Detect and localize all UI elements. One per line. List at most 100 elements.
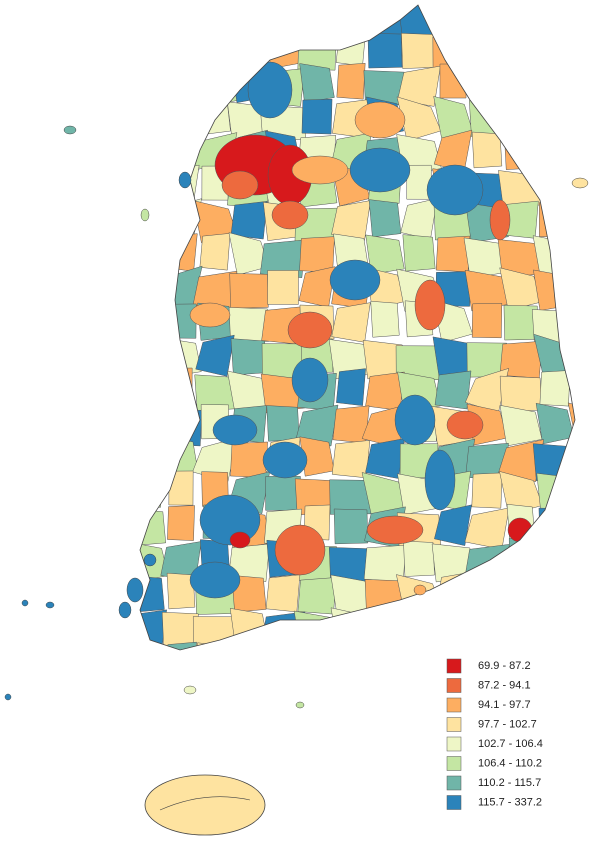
region [503, 571, 539, 613]
region [336, 62, 366, 100]
legend-label: 102.7 - 106.4 [478, 738, 543, 750]
region [140, 234, 170, 278]
region [466, 36, 508, 72]
region [159, 97, 203, 141]
region [499, 404, 543, 447]
region [537, 608, 573, 647]
islands [4, 125, 589, 709]
region [140, 508, 166, 546]
region [571, 62, 575, 103]
region [265, 574, 301, 613]
region [370, 300, 400, 338]
region [414, 279, 446, 331]
region [299, 63, 335, 103]
region [498, 28, 544, 74]
region [297, 577, 337, 615]
region [140, 99, 168, 140]
region [229, 273, 269, 309]
region [301, 98, 333, 135]
region [221, 170, 259, 200]
region [395, 574, 443, 618]
region [574, 435, 575, 474]
region [140, 172, 168, 208]
region [508, 538, 534, 574]
region [366, 515, 424, 545]
region [140, 199, 170, 244]
region [125, 651, 169, 685]
region [140, 575, 165, 613]
region [287, 311, 333, 349]
region [566, 101, 575, 142]
region [471, 472, 503, 509]
region [497, 439, 545, 483]
region [464, 507, 510, 550]
region [189, 302, 231, 328]
region [166, 572, 196, 610]
region [140, 369, 171, 415]
region [164, 233, 198, 272]
region [166, 64, 196, 100]
region [199, 494, 261, 546]
island [143, 553, 157, 567]
region [532, 106, 575, 142]
region [394, 394, 436, 446]
region [165, 641, 197, 650]
region [464, 613, 510, 650]
region [365, 438, 405, 479]
region [160, 5, 202, 38]
region [231, 575, 267, 613]
region [434, 370, 472, 410]
legend-swatch [446, 678, 462, 693]
legend-label: 94.1 - 97.7 [478, 699, 531, 711]
region [336, 368, 366, 406]
island [178, 171, 192, 189]
legend-swatch [446, 658, 462, 674]
region [573, 572, 575, 611]
region [331, 302, 371, 343]
region [168, 470, 194, 506]
region [536, 642, 574, 650]
region [140, 66, 168, 106]
region [539, 370, 571, 407]
legend-swatch [446, 775, 462, 791]
region [432, 36, 474, 72]
region [329, 259, 381, 301]
region [541, 538, 569, 575]
island [571, 177, 589, 189]
region [333, 5, 369, 35]
region [335, 28, 367, 67]
region [199, 233, 231, 271]
region [212, 414, 258, 446]
region [164, 29, 198, 68]
region [401, 33, 437, 69]
region [247, 61, 293, 119]
region [167, 505, 195, 541]
region [368, 199, 402, 238]
island [140, 208, 150, 222]
island [295, 701, 305, 709]
region [565, 31, 575, 75]
region [329, 645, 373, 650]
region [504, 5, 538, 34]
region [568, 371, 575, 412]
region [424, 449, 456, 511]
region [464, 544, 510, 584]
island [126, 577, 144, 603]
region [542, 572, 568, 608]
legend-label: 110.2 - 115.7 [478, 777, 541, 789]
region [402, 234, 436, 272]
legend-swatch [446, 795, 462, 810]
region [140, 442, 170, 482]
region [331, 440, 371, 479]
region [230, 338, 268, 376]
island [413, 584, 427, 596]
region [398, 642, 440, 650]
region [291, 357, 329, 403]
region [431, 5, 475, 39]
region [140, 136, 170, 176]
island [63, 125, 77, 135]
legend-swatch [446, 736, 462, 752]
region [274, 524, 326, 576]
region [567, 202, 575, 243]
region [570, 131, 575, 172]
